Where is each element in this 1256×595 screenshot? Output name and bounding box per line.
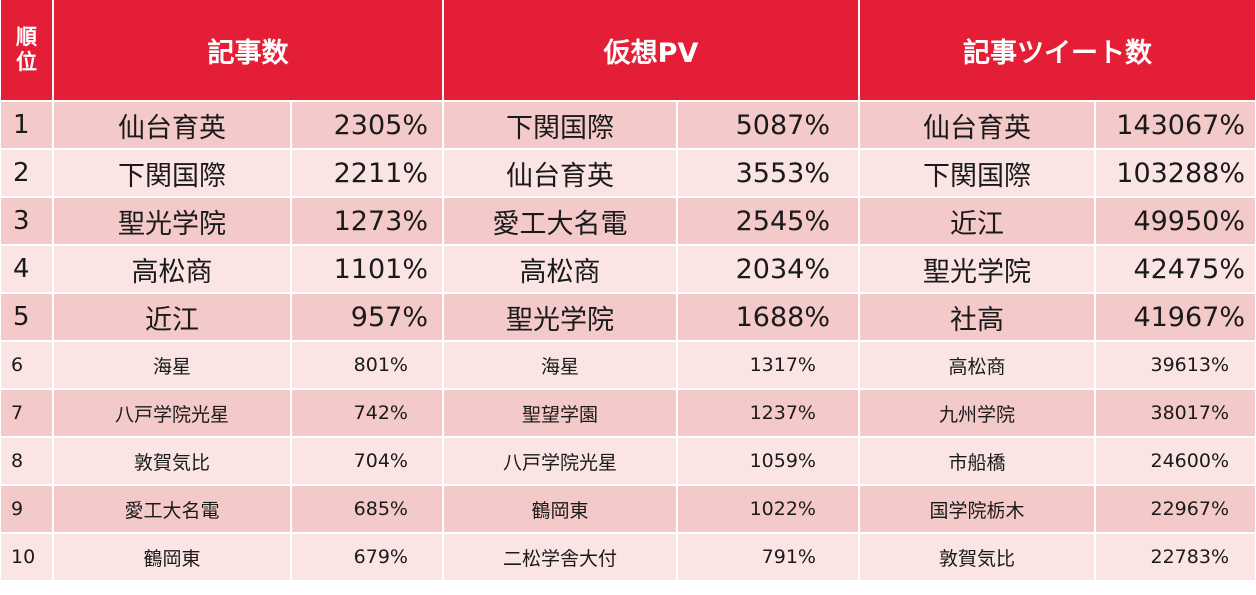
rank-header: 順 位 bbox=[1, 0, 54, 100]
article-count-value: 685% bbox=[292, 484, 444, 532]
table-row: 9 愛工大名電 685% 鶴岡東 1022% 国学院栃木 22967% bbox=[1, 484, 1255, 532]
virtual-pv-school: 仙台育英 bbox=[444, 148, 678, 196]
article-count-school: 鶴岡東 bbox=[54, 532, 292, 580]
virtual-pv-value: 5087% bbox=[678, 100, 860, 148]
virtual-pv-school: 二松学舎大付 bbox=[444, 532, 678, 580]
tweet-count-school: 近江 bbox=[860, 196, 1096, 244]
article-count-header: 記事数 bbox=[54, 0, 444, 100]
tweet-count-value: 24600% bbox=[1096, 436, 1255, 484]
article-count-value: 1101% bbox=[292, 244, 444, 292]
virtual-pv-value: 3553% bbox=[678, 148, 860, 196]
rank-cell: 6 bbox=[1, 340, 54, 388]
tweet-count-school: 市船橋 bbox=[860, 436, 1096, 484]
virtual-pv-school: 高松商 bbox=[444, 244, 678, 292]
table-row: 4 高松商 1101% 高松商 2034% 聖光学院 42475% bbox=[1, 244, 1255, 292]
tweet-count-school: 社高 bbox=[860, 292, 1096, 340]
virtual-pv-school: 愛工大名電 bbox=[444, 196, 678, 244]
tweet-count-school: 聖光学院 bbox=[860, 244, 1096, 292]
virtual-pv-value: 1688% bbox=[678, 292, 860, 340]
virtual-pv-school: 鶴岡東 bbox=[444, 484, 678, 532]
tweet-count-school: 国学院栃木 bbox=[860, 484, 1096, 532]
tweet-count-school: 高松商 bbox=[860, 340, 1096, 388]
table-row: 2 下関国際 2211% 仙台育英 3553% 下関国際 103288% bbox=[1, 148, 1255, 196]
tweet-count-value: 42475% bbox=[1096, 244, 1255, 292]
virtual-pv-value: 791% bbox=[678, 532, 860, 580]
article-count-value: 1273% bbox=[292, 196, 444, 244]
article-count-value: 2211% bbox=[292, 148, 444, 196]
table-row: 6 海星 801% 海星 1317% 高松商 39613% bbox=[1, 340, 1255, 388]
article-count-school: 近江 bbox=[54, 292, 292, 340]
rank-cell: 7 bbox=[1, 388, 54, 436]
virtual-pv-school: 聖望学園 bbox=[444, 388, 678, 436]
virtual-pv-value: 1022% bbox=[678, 484, 860, 532]
article-count-school: 仙台育英 bbox=[54, 100, 292, 148]
tweet-count-value: 22783% bbox=[1096, 532, 1255, 580]
article-count-value: 742% bbox=[292, 388, 444, 436]
tweet-count-value: 143067% bbox=[1096, 100, 1255, 148]
rank-cell: 5 bbox=[1, 292, 54, 340]
rank-cell: 1 bbox=[1, 100, 54, 148]
rank-cell: 9 bbox=[1, 484, 54, 532]
article-count-value: 801% bbox=[292, 340, 444, 388]
article-count-value: 2305% bbox=[292, 100, 444, 148]
rank-header-char: 順 bbox=[16, 25, 37, 49]
tweet-count-value: 41967% bbox=[1096, 292, 1255, 340]
rank-cell: 8 bbox=[1, 436, 54, 484]
table-row: 7 八戸学院光星 742% 聖望学園 1237% 九州学院 38017% bbox=[1, 388, 1255, 436]
tweet-count-value: 38017% bbox=[1096, 388, 1255, 436]
article-count-school: 敦賀気比 bbox=[54, 436, 292, 484]
rank-cell: 2 bbox=[1, 148, 54, 196]
tweet-count-school: 下関国際 bbox=[860, 148, 1096, 196]
tweet-count-school: 敦賀気比 bbox=[860, 532, 1096, 580]
table-row: 10 鶴岡東 679% 二松学舎大付 791% 敦賀気比 22783% bbox=[1, 532, 1255, 580]
article-count-school: 海星 bbox=[54, 340, 292, 388]
article-count-school: 愛工大名電 bbox=[54, 484, 292, 532]
virtual-pv-value: 2545% bbox=[678, 196, 860, 244]
table-row: 3 聖光学院 1273% 愛工大名電 2545% 近江 49950% bbox=[1, 196, 1255, 244]
tweet-count-value: 22967% bbox=[1096, 484, 1255, 532]
tweet-count-value: 39613% bbox=[1096, 340, 1255, 388]
article-count-value: 957% bbox=[292, 292, 444, 340]
table-row: 1 仙台育英 2305% 下関国際 5087% 仙台育英 143067% bbox=[1, 100, 1255, 148]
article-tweet-count-header: 記事ツイート数 bbox=[860, 0, 1255, 100]
article-count-school: 下関国際 bbox=[54, 148, 292, 196]
article-count-value: 679% bbox=[292, 532, 444, 580]
rank-cell: 4 bbox=[1, 244, 54, 292]
tweet-count-value: 49950% bbox=[1096, 196, 1255, 244]
virtual-pv-header: 仮想PV bbox=[444, 0, 860, 100]
virtual-pv-school: 下関国際 bbox=[444, 100, 678, 148]
article-count-school: 聖光学院 bbox=[54, 196, 292, 244]
tweet-count-school: 九州学院 bbox=[860, 388, 1096, 436]
rank-header-char: 位 bbox=[16, 50, 37, 74]
article-count-value: 704% bbox=[292, 436, 444, 484]
virtual-pv-school: 聖光学院 bbox=[444, 292, 678, 340]
header-row: 順 位 記事数 仮想PV 記事ツイート数 bbox=[1, 0, 1255, 100]
rank-cell: 10 bbox=[1, 532, 54, 580]
article-count-school: 八戸学院光星 bbox=[54, 388, 292, 436]
virtual-pv-value: 1237% bbox=[678, 388, 860, 436]
rank-cell: 3 bbox=[1, 196, 54, 244]
virtual-pv-school: 八戸学院光星 bbox=[444, 436, 678, 484]
table-row: 8 敦賀気比 704% 八戸学院光星 1059% 市船橋 24600% bbox=[1, 436, 1255, 484]
virtual-pv-school: 海星 bbox=[444, 340, 678, 388]
ranking-table: 順 位 記事数 仮想PV 記事ツイート数 1 仙台育英 2305% 下関国際 5… bbox=[1, 0, 1255, 580]
virtual-pv-value: 1317% bbox=[678, 340, 860, 388]
article-count-school: 高松商 bbox=[54, 244, 292, 292]
virtual-pv-value: 1059% bbox=[678, 436, 860, 484]
tweet-count-school: 仙台育英 bbox=[860, 100, 1096, 148]
tweet-count-value: 103288% bbox=[1096, 148, 1255, 196]
virtual-pv-value: 2034% bbox=[678, 244, 860, 292]
table-row: 5 近江 957% 聖光学院 1688% 社高 41967% bbox=[1, 292, 1255, 340]
